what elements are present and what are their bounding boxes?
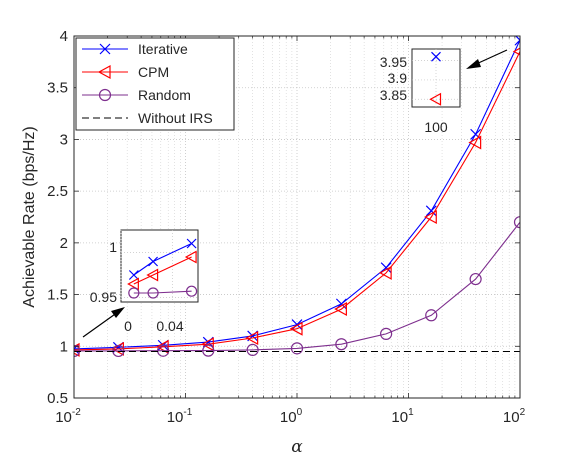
triangle-marker xyxy=(424,209,437,225)
x-tick-label: 10-2 xyxy=(55,407,81,426)
triangle-marker xyxy=(289,321,303,336)
x-tick-label: 101 xyxy=(391,407,414,426)
inset-low-arrow xyxy=(82,307,125,338)
circle-marker xyxy=(112,344,125,358)
triangle-marker xyxy=(184,250,197,264)
triangle-marker xyxy=(429,92,442,106)
legend-label: Iterative xyxy=(138,41,188,57)
triangle-marker xyxy=(378,265,392,280)
inset-high-ytick-3: 3.85 xyxy=(380,87,407,103)
y-tick-label: 2.5 xyxy=(47,183,68,200)
x-tick-labels: 10-2 10-1 100 101 102 xyxy=(55,407,525,426)
x-marker xyxy=(148,256,159,267)
inset-low-series xyxy=(127,238,198,299)
triangle-marker xyxy=(334,302,347,317)
circle-marker xyxy=(128,287,140,299)
inset-low-xtick-2: 0.04 xyxy=(156,318,183,334)
circle-marker xyxy=(425,309,438,322)
x-axis-label: α xyxy=(291,437,303,457)
circle-marker xyxy=(202,344,215,357)
inset-high-ytick-1: 3.95 xyxy=(380,54,407,70)
inset-series-line xyxy=(133,290,192,294)
y-tick-label: 1 xyxy=(60,338,68,355)
y-tick-label: 2 xyxy=(60,235,68,252)
triangle-marker xyxy=(245,331,259,346)
legend-label: Without IRS xyxy=(138,110,213,126)
x-tick-label: 102 xyxy=(503,407,526,426)
circle-marker xyxy=(98,88,112,102)
y-tick-label: 3.5 xyxy=(47,80,68,97)
y-axis-label: Achievable Rate (bps/Hz) xyxy=(21,126,38,307)
series-layer xyxy=(74,36,520,358)
inset-high-alpha: 3.95 3.9 3.85 100 xyxy=(380,48,508,135)
series-line-random xyxy=(74,221,520,352)
triangle-marker xyxy=(127,277,139,291)
legend: Iterative CPM Random Without IRS xyxy=(75,37,235,131)
y-tick-label: 1.5 xyxy=(47,287,68,304)
x-tick-label: 10-1 xyxy=(167,407,193,426)
triangle-marker xyxy=(97,64,111,80)
triangle-marker xyxy=(468,135,482,150)
x-marker xyxy=(99,43,111,55)
x-marker xyxy=(425,205,437,217)
circle-marker xyxy=(335,338,348,351)
x-marker xyxy=(431,51,441,62)
axis-ticks xyxy=(73,35,521,399)
inset-low-ytick-2: 0.95 xyxy=(90,289,117,305)
triangle-marker xyxy=(155,339,169,354)
circle-marker xyxy=(157,344,170,357)
x-marker xyxy=(186,238,197,249)
inset-high-frame xyxy=(411,48,461,108)
inset-high-ytick-2: 3.9 xyxy=(388,70,408,86)
x-marker xyxy=(128,270,139,280)
inset-low-ytick-1: 1 xyxy=(109,239,117,255)
circle-marker xyxy=(147,287,159,299)
x-tick-label: 100 xyxy=(280,407,303,426)
legend-box xyxy=(75,37,235,131)
inset-high-series xyxy=(429,51,442,106)
inset-high-grid xyxy=(412,49,460,107)
triangle-marker xyxy=(146,268,159,282)
y-tick-label: 4 xyxy=(60,28,68,45)
legend-label: Random xyxy=(138,87,191,103)
series-line-cpm xyxy=(74,51,520,351)
legend-label: CPM xyxy=(138,64,169,80)
circle-marker xyxy=(380,327,393,340)
y-tick-label: 3 xyxy=(60,131,68,148)
inset-low-frame xyxy=(120,229,199,303)
inset-high-arrow xyxy=(466,49,508,69)
inset-high-xtick-1: 100 xyxy=(424,119,448,135)
inset-low-xtick-1: 0 xyxy=(124,318,132,334)
circle-marker xyxy=(74,344,81,358)
inset-series-line xyxy=(133,256,192,285)
circle-marker xyxy=(290,342,304,355)
y-tick-labels: 0.5 1 1.5 2 2.5 3 3.5 4 xyxy=(47,28,68,407)
inset-low-alpha: 1 0.95 0 0.04 xyxy=(82,229,199,338)
triangle-marker xyxy=(201,337,214,352)
circle-marker xyxy=(246,343,259,357)
x-marker xyxy=(514,36,520,46)
circle-marker xyxy=(469,272,482,286)
circle-marker xyxy=(185,285,198,297)
circle-marker xyxy=(513,216,520,229)
y-tick-label: 0.5 xyxy=(47,390,68,407)
x-marker xyxy=(74,343,80,355)
